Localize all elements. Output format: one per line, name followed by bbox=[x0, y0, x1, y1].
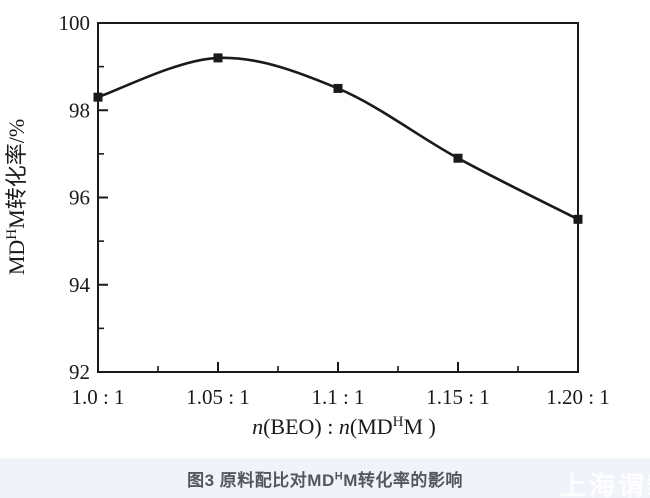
caption-bar: 图3 原料配比对MDHM转化率的影响 上海谓载 bbox=[0, 458, 650, 498]
x-tick-label: 1.0 : 1 bbox=[71, 385, 124, 409]
data-series-line bbox=[97, 56, 579, 221]
x-tick-label: 1.05 : 1 bbox=[186, 385, 250, 409]
y-tick-label: 96 bbox=[69, 186, 90, 210]
y-tick-label: 100 bbox=[59, 11, 91, 35]
y-tick-label: 98 bbox=[69, 98, 90, 122]
x-tick-label: 1.1 : 1 bbox=[311, 385, 364, 409]
data-point-marker bbox=[573, 214, 583, 224]
y-tick-label: 92 bbox=[69, 360, 90, 384]
data-point-marker bbox=[333, 83, 343, 93]
data-point-marker bbox=[93, 92, 103, 102]
chart-canvas: 92 94 96 98 100 1.0 : 1 1.05 : 1 1.1 : 1 1.15 : … bbox=[4, 11, 610, 439]
y-axis-label: MDHM转化率/% bbox=[4, 119, 29, 275]
y-tick-label: 94 bbox=[69, 273, 91, 297]
data-point-marker bbox=[453, 153, 463, 163]
x-axis-label-superscript: H bbox=[393, 414, 404, 430]
plot-layer: 92 94 96 98 100 1.0 : 1 1.05 : 1 1.1 : 1 1.15 : … bbox=[59, 11, 610, 409]
y-axis-label-superscript: H bbox=[4, 229, 20, 240]
x-tick-label: 1.15 : 1 bbox=[426, 385, 490, 409]
line-chart: 92 94 96 98 100 1.0 : 1 1.05 : 1 1.1 : 1 1.15 : … bbox=[4, 11, 610, 439]
x-tick-label: 1.20 : 1 bbox=[546, 385, 610, 409]
caption-superscript: H bbox=[334, 470, 344, 483]
axis-frame bbox=[97, 22, 579, 373]
data-point-marker bbox=[213, 53, 223, 63]
figure-caption: 图3 原料配比对MDHM转化率的影响 bbox=[187, 470, 463, 490]
watermark-text: 上海谓载 bbox=[559, 471, 650, 498]
x-axis-label: n(BEO) : n(MDHM ) bbox=[252, 414, 436, 439]
